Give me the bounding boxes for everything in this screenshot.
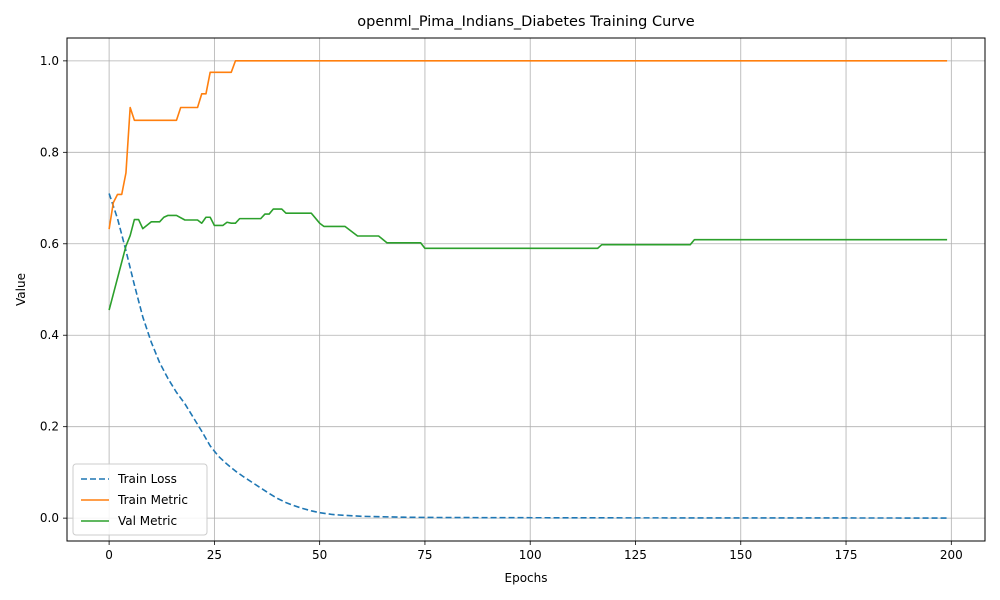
axis-ticks: 0 25 50 75 100 125 150 175 200 0.0 0.2 0.4 0.6 0.8 1.0 (40, 54, 963, 562)
legend-box (72, 463, 208, 536)
x-axis-label: Epochs (505, 571, 548, 585)
y-tick-label: 0.2 (40, 420, 59, 434)
y-axis-label: Value (14, 273, 28, 306)
x-tick-label: 50 (312, 548, 327, 562)
legend: Train Loss Train Metric Val Metric (72, 463, 208, 536)
series-line-train-loss (108, 193, 948, 519)
y-tick-label: 0.4 (40, 328, 59, 342)
legend-label: Train Loss (117, 472, 177, 486)
x-tick-label: 25 (207, 548, 222, 562)
series-line-val-metric (108, 208, 948, 311)
x-tick-label: 0 (105, 548, 113, 562)
plot-frame (66, 37, 986, 542)
y-tick-label: 0.6 (40, 237, 59, 251)
x-tick-label: 150 (729, 548, 752, 562)
x-tick-label: 175 (835, 548, 858, 562)
x-tick-label: 75 (417, 548, 432, 562)
x-tick-label: 125 (624, 548, 647, 562)
legend-label: Train Metric (117, 493, 188, 507)
legend-label: Val Metric (118, 514, 177, 528)
y-tick-label: 1.0 (40, 54, 59, 68)
x-tick-label: 200 (940, 548, 963, 562)
series-layer (108, 60, 948, 519)
y-tick-label: 0.8 (40, 145, 59, 159)
chart-title: openml_Pima_Indians_Diabetes Training Cu… (357, 14, 695, 30)
x-tick-label: 100 (519, 548, 542, 562)
series-line-train-metric (108, 60, 948, 230)
y-tick-label: 0.0 (40, 511, 59, 525)
